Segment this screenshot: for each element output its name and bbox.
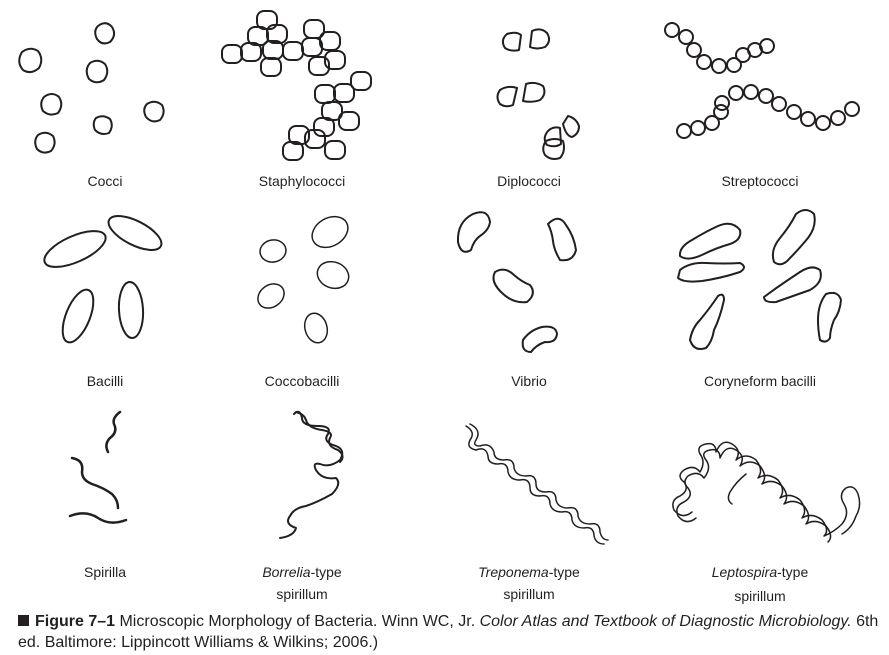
leptospira-genus: Leptospira (711, 564, 778, 580)
staphylococci-drawing (221, 10, 372, 161)
bacilli-label: Bacilli (86, 373, 124, 389)
spirilla-drawing (68, 410, 128, 524)
bacteria-morphology-diagram (18, 10, 861, 545)
borrelia-genus: Borrelia (262, 564, 311, 580)
staphylococci-label: Staphylococci (258, 173, 346, 189)
treponema-line2: spirillum (503, 586, 555, 602)
caption-book-title: Color Atlas and Textbook of Diagnostic M… (479, 613, 852, 630)
diplococci-label: Diplococci (497, 173, 561, 189)
treponema-suffix: -type (548, 564, 580, 580)
bacilli-drawing (43, 215, 163, 344)
figure-caption: Figure 7–1 Microscopic Morphology of Bac… (18, 611, 880, 653)
leptospira-suffix: -type (777, 564, 809, 580)
cocci-drawing (18, 22, 165, 154)
coryneform-bacilli-drawing (677, 209, 842, 350)
caption-text-2: 6th ed. Baltimore: Lippincott Williams &… (18, 613, 879, 651)
borrelia-suffix: -type (310, 564, 342, 580)
streptococci-label: Streptococci (721, 173, 799, 189)
streptococci-drawing (664, 22, 860, 139)
spirilla-label: Spirilla (83, 564, 126, 580)
vibrio-drawing (456, 211, 577, 353)
coryneform-bacilli-label: Coryneform bacilli (703, 373, 817, 389)
diplococci-drawing (496, 28, 580, 160)
coccobacilli-drawing (257, 215, 350, 344)
caption-text-1: Microscopic Morphology of Bacteria. Winn… (115, 613, 480, 630)
leptospira-line2: spirillum (734, 588, 786, 604)
leptospira-spirillum-drawing (672, 441, 861, 543)
treponema-label: Treponema-type spirillum (429, 561, 629, 605)
coccobacilli-label: Coccobacilli (264, 373, 340, 389)
caption-square-bullet (18, 615, 29, 626)
cocci-label: Cocci (87, 173, 123, 189)
borrelia-line2: spirillum (276, 586, 328, 602)
leptospira-label: Leptospira-type spirillum (660, 561, 860, 607)
borrelia-spirillum-drawing (279, 410, 344, 539)
figure-number: Figure 7–1 (35, 613, 116, 630)
treponema-spirillum-drawing (465, 423, 609, 545)
borrelia-label: Borrelia-type spirillum (202, 561, 402, 605)
vibrio-label: Vibrio (511, 373, 547, 389)
treponema-genus: Treponema (478, 564, 549, 580)
